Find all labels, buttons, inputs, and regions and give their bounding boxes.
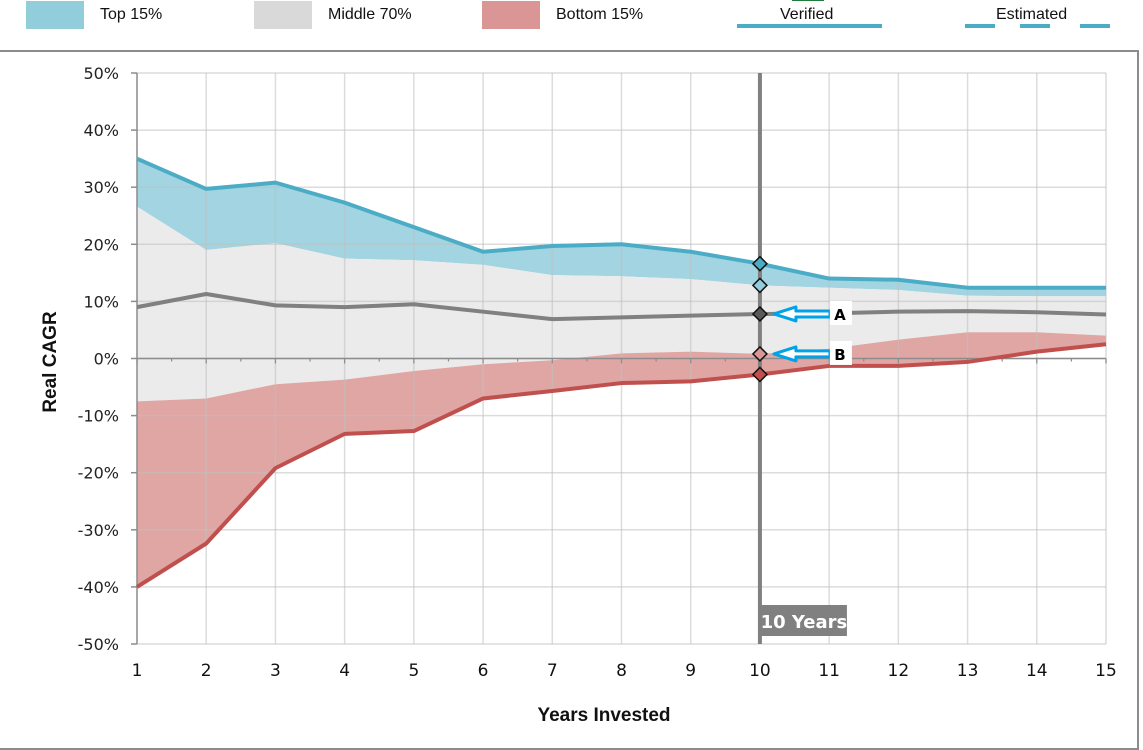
- legend-label-bottom: Bottom 15%: [556, 6, 644, 23]
- marker-diamond: [751, 366, 768, 383]
- legend-item-verified: Verified: [737, 0, 882, 30]
- y-tick-label: 20%: [83, 235, 119, 254]
- annotation-label-b: B: [834, 346, 845, 364]
- y-tick-label: 50%: [83, 64, 119, 83]
- x-tick-label: 2: [201, 661, 212, 681]
- marker-diamond: [751, 255, 768, 272]
- legend-dash-line: [1020, 24, 1050, 28]
- marker-diamond: [751, 305, 768, 323]
- x-tick-label: 8: [616, 661, 627, 681]
- series-line-median: [136, 291, 1107, 322]
- x-tick-label: 6: [478, 661, 489, 681]
- band-bottom-15-: [137, 332, 1106, 587]
- x-tick-label: 3: [270, 661, 281, 681]
- x-tick-label: 13: [957, 661, 979, 681]
- x-tick-label: 5: [408, 661, 419, 681]
- y-tick-label: 10%: [83, 292, 119, 311]
- legend-dash-line: [965, 24, 995, 28]
- annotation-box-a: [829, 300, 852, 325]
- x-tick-label: 4: [339, 661, 350, 681]
- y-tick-label: -10%: [78, 407, 119, 426]
- x-tick-label: 1: [132, 661, 143, 681]
- chart-legend: Top 15% Middle 70% Bottom 15% Verified E…: [0, 0, 1143, 40]
- y-tick-label: -50%: [78, 635, 119, 654]
- legend-label-middle: Middle 70%: [328, 6, 412, 23]
- y-tick-label: 30%: [83, 178, 119, 197]
- legend-swatch-top: [26, 1, 84, 29]
- y-tick-label: -30%: [78, 521, 119, 540]
- x-tick-label: 12: [888, 661, 910, 681]
- x-tick-label: 10: [749, 661, 771, 681]
- x-tick-label: 9: [685, 661, 696, 681]
- legend-swatch-bottom: [482, 1, 540, 29]
- marker-label-box: [759, 605, 847, 636]
- legend-label-estimated: Estimated: [996, 6, 1068, 23]
- x-tick-label: 14: [1026, 661, 1048, 681]
- marker-diamond: [751, 345, 768, 362]
- x-axis-title: Years Invested: [537, 705, 670, 726]
- legend-item-bottom: Bottom 15%: [482, 0, 643, 30]
- y-tick-label: -40%: [78, 578, 119, 597]
- marker-label: 10 Years: [761, 612, 848, 633]
- series-line-top-line-max-: [136, 156, 1106, 290]
- marker-diamond: [751, 277, 768, 294]
- y-tick-label: 0%: [94, 350, 119, 369]
- x-tick-label: 15: [1095, 661, 1117, 681]
- legend-marker-fragment: [792, 0, 824, 1]
- y-tick-label: 40%: [83, 121, 119, 140]
- legend-solid-line: [737, 24, 882, 28]
- legend-item-top: Top 15%: [26, 0, 162, 30]
- legend-swatch-middle: [254, 1, 312, 29]
- legend-label-verified: Verified: [780, 6, 834, 23]
- series-line-bottom-line-min-: [135, 342, 1107, 589]
- annotation-box-b: [829, 340, 852, 365]
- y-axis-title: Real CAGR: [40, 311, 61, 413]
- legend-item-estimated: Estimated: [965, 0, 1110, 30]
- legend-item-middle: Middle 70%: [254, 0, 412, 30]
- x-tick-label: 7: [547, 661, 558, 681]
- legend-dash-line: [1080, 24, 1110, 28]
- x-tick-label: 11: [818, 661, 840, 681]
- annotation-label-a: A: [834, 306, 846, 324]
- legend-label-top: Top 15%: [100, 6, 163, 23]
- y-tick-label: -20%: [78, 464, 119, 483]
